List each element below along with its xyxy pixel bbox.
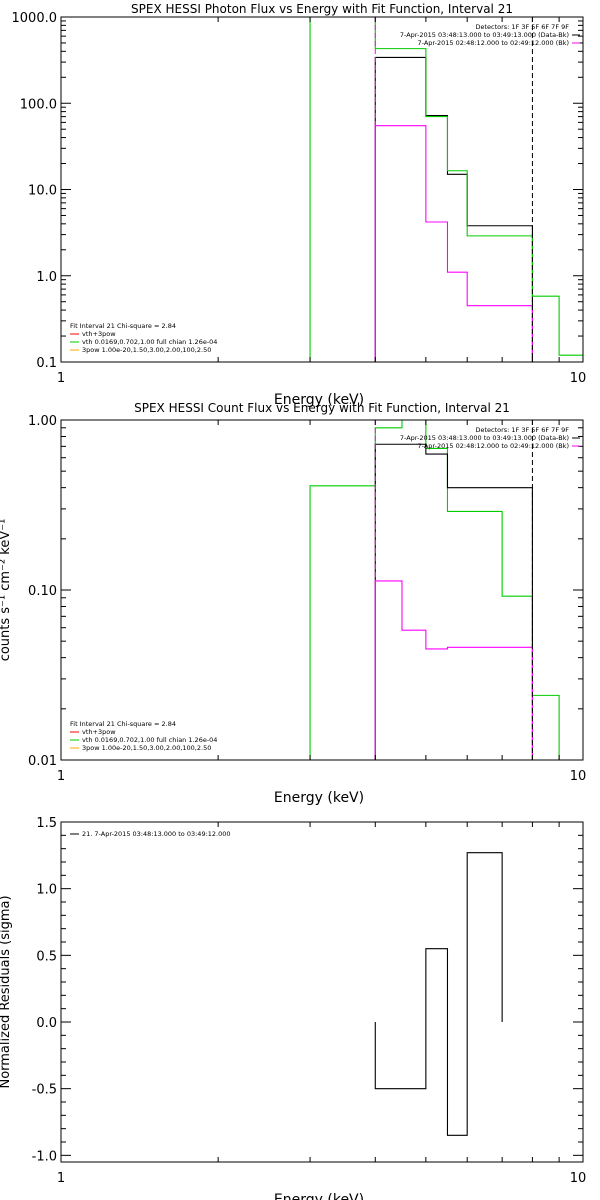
y-tick-label: 1.5 — [36, 816, 57, 831]
y-tick-label: 1.0 — [36, 270, 57, 285]
plot-frame — [60, 16, 584, 363]
plot-frame — [60, 821, 584, 1163]
legend-text: Fit Interval 21 Chi-square = 2.84 — [70, 322, 176, 330]
legend-text: vth+3pow — [82, 330, 116, 338]
chart-title: SPEX HESSI Count Flux vs Energy with Fit… — [134, 401, 510, 415]
y-tick-label: 0.5 — [36, 949, 57, 964]
series-line-1 — [374, 56, 533, 362]
legend-text: 21. 7-Apr-2015 03:48:13.000 to 03:49:12.… — [82, 830, 231, 838]
chart-panel-1 — [60, 16, 584, 363]
x-tick-label: 10 — [570, 1171, 587, 1186]
series-line-2 — [374, 443, 533, 760]
y-tick-label: 10.0 — [28, 184, 57, 199]
legend-text: vth 0.0169,0.702,1.00 full chian 1.26e-0… — [82, 338, 217, 346]
x-axis-label: Energy (keV) — [274, 392, 364, 408]
legend-text: 3pow 1.00e-20,1.50,3.00,2.00,100,2.50 — [82, 346, 211, 354]
legend-text: vth 0.0169,0.702,1.00 full chian 1.26e-0… — [82, 736, 217, 744]
y-tick-label: 1000.0 — [12, 11, 58, 26]
series-line-3 — [374, 125, 533, 362]
y-tick-label: 1.00 — [28, 414, 57, 429]
x-tick-label: 1 — [57, 371, 65, 386]
y-tick-label: 0.01 — [28, 754, 57, 769]
legend-text: 7-Apr-2015 02:48:12.000 to 02:49:12.000 … — [418, 442, 569, 450]
series-line-1 — [374, 852, 503, 1136]
legend-text: 3pow 1.00e-20,1.50,3.00,2.00,100,2.50 — [82, 744, 211, 752]
legend-text: 7-Apr-2015 03:48:13.000 to 03:49:13.000 … — [400, 434, 569, 442]
y-tick-label: 100.0 — [20, 97, 57, 112]
x-axis-label: Energy (keV) — [274, 790, 364, 806]
x-tick-label: 1 — [57, 1171, 65, 1186]
series-line-3 — [374, 580, 533, 760]
legend-text: 7-Apr-2015 03:48:13.000 to 03:49:13.000 … — [400, 31, 569, 39]
y-axis-label: Normalized Residuals (sigma) — [0, 895, 13, 1088]
y-axis-label: counts s⁻¹ cm⁻² keV⁻¹ — [0, 519, 13, 662]
x-tick-label: 10 — [570, 371, 587, 386]
chart-panel-2 — [60, 419, 584, 761]
series-line-2 — [309, 17, 583, 362]
y-tick-label: 0.0 — [36, 1016, 57, 1031]
y-tick-label: -0.5 — [32, 1083, 57, 1098]
chart-title: SPEX HESSI Photon Flux vs Energy with Fi… — [131, 2, 513, 16]
legend-text: Detectors: 1F 3F 5F 6F 7F 9F — [475, 23, 569, 31]
legend-text: vth+3pow — [82, 728, 116, 736]
y-tick-label: 0.10 — [28, 584, 57, 599]
x-tick-label: 10 — [570, 769, 587, 784]
legend-text: 7-Apr-2015 02:48:12.000 to 02:49:12.000 … — [418, 39, 569, 47]
plot-frame — [60, 419, 584, 761]
y-tick-label: -1.0 — [32, 1149, 57, 1164]
series-line-1 — [309, 420, 560, 760]
y-tick-label: 1.0 — [36, 883, 57, 898]
legend-text: Detectors: 1F 3F 5F 6F 7F 9F — [475, 426, 569, 434]
y-tick-label: 0.1 — [36, 356, 57, 371]
legend-text: Fit Interval 21 Chi-square = 2.84 — [70, 720, 176, 728]
x-tick-label: 1 — [57, 769, 65, 784]
chart-panel-3 — [60, 821, 584, 1163]
x-axis-label: Energy (keV) — [274, 1192, 364, 1200]
